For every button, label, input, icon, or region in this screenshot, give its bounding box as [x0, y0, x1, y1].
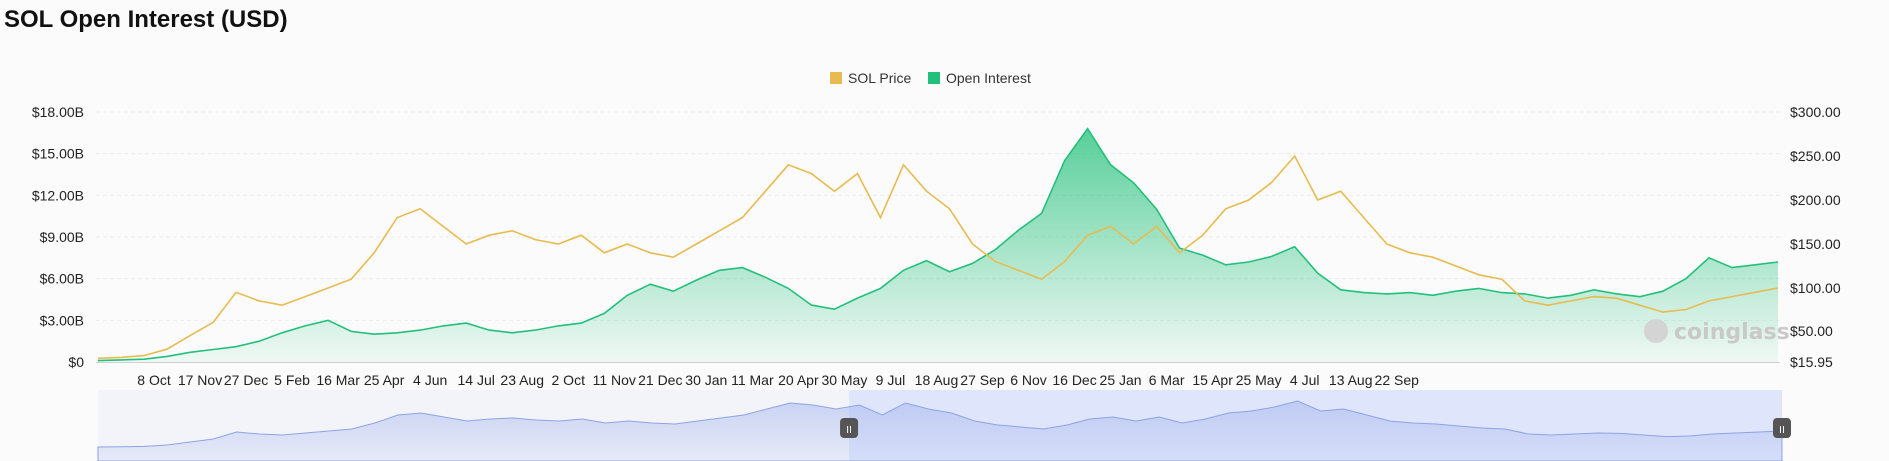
y-left-tick-label: $9.00B	[40, 229, 84, 245]
open-interest-area	[98, 128, 1778, 362]
chart-legend: SOL Price Open Interest	[830, 70, 1031, 86]
x-tick-label: 15 Apr	[1192, 372, 1233, 388]
x-tick-label: 16 Dec	[1052, 372, 1096, 388]
x-tick-label: 30 May	[821, 372, 867, 388]
y-axis-right: $15.95 $50.00 $100.00 $150.00 $200.00 $250.00…	[1790, 104, 1841, 370]
x-tick-label: 9 Jul	[876, 372, 906, 388]
x-tick-label: 23 Aug	[500, 372, 544, 388]
x-tick-label: 11 Nov	[593, 372, 636, 388]
watermark: coinglass	[1644, 319, 1790, 345]
y-left-tick-label: $0	[68, 354, 84, 370]
y-axis-left: $0 $3.00B $6.00B $9.00B $12.00B $15.00B $18.00…	[32, 104, 84, 370]
y-right-tick-label: $150.00	[1790, 236, 1841, 252]
legend-label[interactable]: Open Interest	[946, 70, 1031, 86]
x-tick-label: 27 Dec	[224, 372, 268, 388]
y-right-tick-label: $15.95	[1790, 354, 1833, 370]
x-tick-label: 4 Jun	[413, 372, 447, 388]
x-tick-label: 16 Mar	[316, 372, 360, 388]
sol-price-line	[97, 154, 1779, 360]
legend-swatch[interactable]	[928, 72, 940, 84]
open-interest-line	[97, 127, 1779, 362]
y-right-tick-label: $50.00	[1790, 323, 1833, 339]
y-left-tick-label: $15.00B	[32, 146, 84, 162]
navigator-handle-right[interactable]: II	[1773, 418, 1791, 438]
handle-grip-icon[interactable]	[1773, 418, 1791, 438]
x-tick-label: 5 Feb	[274, 372, 310, 388]
legend-swatch[interactable]	[830, 72, 842, 84]
x-tick-label: 11 Mar	[731, 372, 774, 388]
x-axis: 8 Oct 17 Nov 27 Dec 5 Feb 16 Mar 25 Apr 4 Jun 1…	[96, 362, 1780, 388]
handle-label: II	[846, 425, 852, 436]
x-tick-label: 25 May	[1236, 372, 1282, 388]
y-left-tick-label: $3.00B	[40, 312, 84, 328]
y-left-tick-label: $12.00B	[32, 187, 84, 203]
y-left-tick-label: $6.00B	[40, 271, 84, 287]
legend-label[interactable]: SOL Price	[848, 70, 911, 86]
watermark-text: coinglass	[1674, 320, 1790, 345]
navigator-series	[97, 400, 1783, 461]
navigator-handle-left[interactable]: II	[840, 418, 859, 438]
coinglass-logo-icon	[1644, 319, 1668, 343]
x-tick-label: 4 Jul	[1290, 372, 1320, 388]
x-tick-label: 25 Jan	[1100, 372, 1142, 388]
handle-label: II	[1779, 425, 1785, 436]
x-tick-label: 2 Oct	[552, 372, 586, 388]
x-tick-label: 27 Sep	[960, 372, 1005, 388]
x-tick-label: 14 Jul	[458, 372, 495, 388]
x-tick-label: 13 Aug	[1329, 372, 1373, 388]
x-tick-label: 17 Nov	[178, 372, 222, 388]
y-right-tick-label: $200.00	[1790, 192, 1841, 208]
range-navigator[interactable]: II II	[97, 390, 1791, 461]
y-right-tick-label: $300.00	[1790, 104, 1841, 120]
y-right-tick-label: $250.00	[1790, 148, 1841, 164]
x-tick-label: 30 Jan	[685, 372, 727, 388]
x-tick-label: 6 Mar	[1149, 372, 1185, 388]
x-tick-label: 22 Sep	[1375, 372, 1420, 388]
series-layer	[97, 127, 1779, 362]
x-tick-label: 6 Nov	[1010, 372, 1047, 388]
x-tick-label: 8 Oct	[137, 372, 171, 388]
page-title: SOL Open Interest (USD)	[4, 6, 288, 33]
y-left-tick-label: $18.00B	[32, 104, 84, 120]
x-tick-label: 21 Dec	[638, 372, 682, 388]
y-right-tick-label: $100.00	[1790, 280, 1841, 296]
x-tick-label: 25 Apr	[364, 372, 405, 388]
x-tick-label: 18 Aug	[915, 372, 959, 388]
handle-grip-icon[interactable]	[840, 418, 859, 438]
x-tick-label: 20 Apr	[778, 372, 819, 388]
